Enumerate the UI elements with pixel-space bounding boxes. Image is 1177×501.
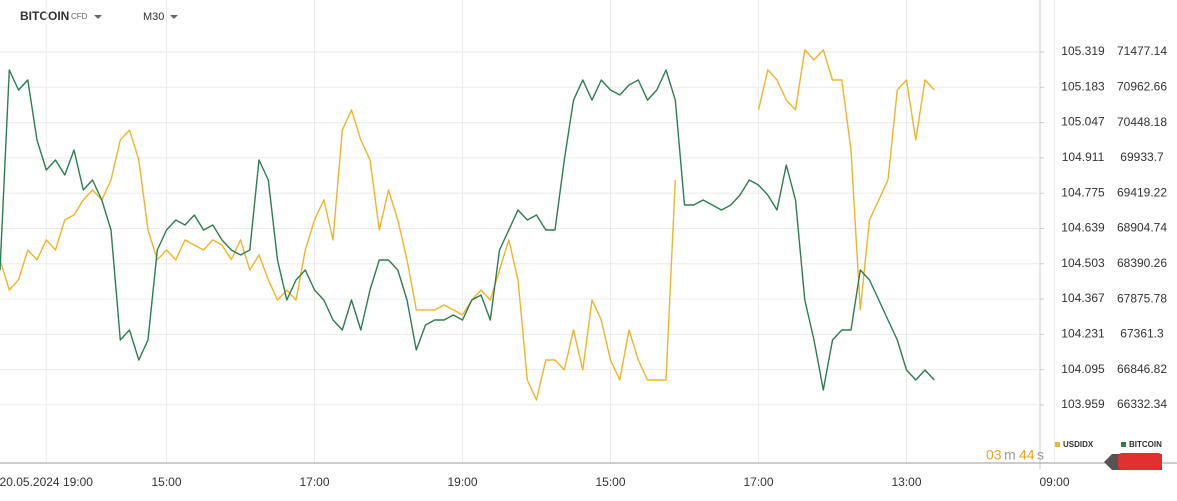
- y2-tick-label: 67875.78: [1117, 291, 1167, 305]
- x-tick-label: 17:00: [743, 475, 773, 489]
- countdown: 03 m 44 s: [986, 447, 1044, 463]
- dropdown-arrow[interactable]: [94, 15, 102, 19]
- y2-tick-label: 69933.7: [1120, 150, 1164, 164]
- y2-tick-label: 70448.18: [1117, 115, 1167, 129]
- y2-tick-label: 71477.14: [1117, 44, 1167, 58]
- y-tick-label: 105.183: [1061, 79, 1105, 93]
- y-tick-label: 104.367: [1061, 291, 1105, 305]
- countdown-unit: s: [1037, 447, 1044, 463]
- y-tick-label: 103.959: [1061, 397, 1105, 411]
- y2-tick-label: 68390.26: [1117, 256, 1167, 270]
- symbol[interactable]: BITCOIN: [20, 9, 69, 23]
- y-tick-label: 104.095: [1061, 362, 1105, 376]
- redacted-badge: [1118, 453, 1162, 470]
- x-tick-label: 15:00: [151, 475, 181, 489]
- legend-item: USDIDX: [1055, 440, 1094, 449]
- y2-tick-label: 67361.3: [1120, 327, 1164, 341]
- y-tick-label: 104.775: [1061, 185, 1105, 199]
- y2-tick-label: 70962.66: [1117, 79, 1167, 93]
- symbol-selector[interactable]: BITCOIN CFD: [20, 9, 102, 23]
- x-tick-label: 09:00: [1039, 475, 1069, 489]
- series-line: [0, 49, 935, 401]
- instrument: CFD: [71, 12, 88, 21]
- y-tick-label: 105.319: [1061, 44, 1105, 58]
- legend-label: BITCOIN: [1129, 440, 1162, 449]
- y-tick-label: 104.911: [1062, 150, 1105, 164]
- series-line: [0, 69, 935, 391]
- legend-swatch: [1121, 442, 1126, 447]
- legend-item: BITCOIN: [1121, 440, 1162, 449]
- dropdown-arrow[interactable]: [170, 15, 178, 19]
- y-tick-label: 104.503: [1061, 256, 1105, 270]
- x-tick-label: 20.05.2024 19:00: [0, 475, 93, 489]
- interval[interactable]: M30: [143, 11, 164, 23]
- legend-label: USDIDX: [1063, 440, 1094, 449]
- y-tick-label: 104.231: [1061, 326, 1105, 340]
- x-tick-label: 17:00: [299, 475, 329, 489]
- countdown-unit: m: [1004, 447, 1016, 463]
- x-tick-label: 19:00: [447, 475, 477, 489]
- interval-selector[interactable]: M30: [143, 11, 178, 23]
- y2-tick-label: 69419.22: [1117, 185, 1167, 199]
- y2-tick-label: 66846.82: [1117, 362, 1167, 376]
- y-tick-label: 104.639: [1061, 221, 1105, 235]
- countdown-minutes: 03: [986, 447, 1002, 463]
- countdown-seconds: 44: [1019, 447, 1035, 463]
- y2-tick-label: 68904.74: [1117, 221, 1167, 235]
- x-tick-label: 15:00: [595, 475, 625, 489]
- legend-swatch: [1055, 442, 1060, 447]
- y-tick-label: 105.047: [1061, 115, 1105, 129]
- y2-tick-label: 66332.34: [1117, 397, 1167, 411]
- x-tick-label: 13:00: [891, 475, 921, 489]
